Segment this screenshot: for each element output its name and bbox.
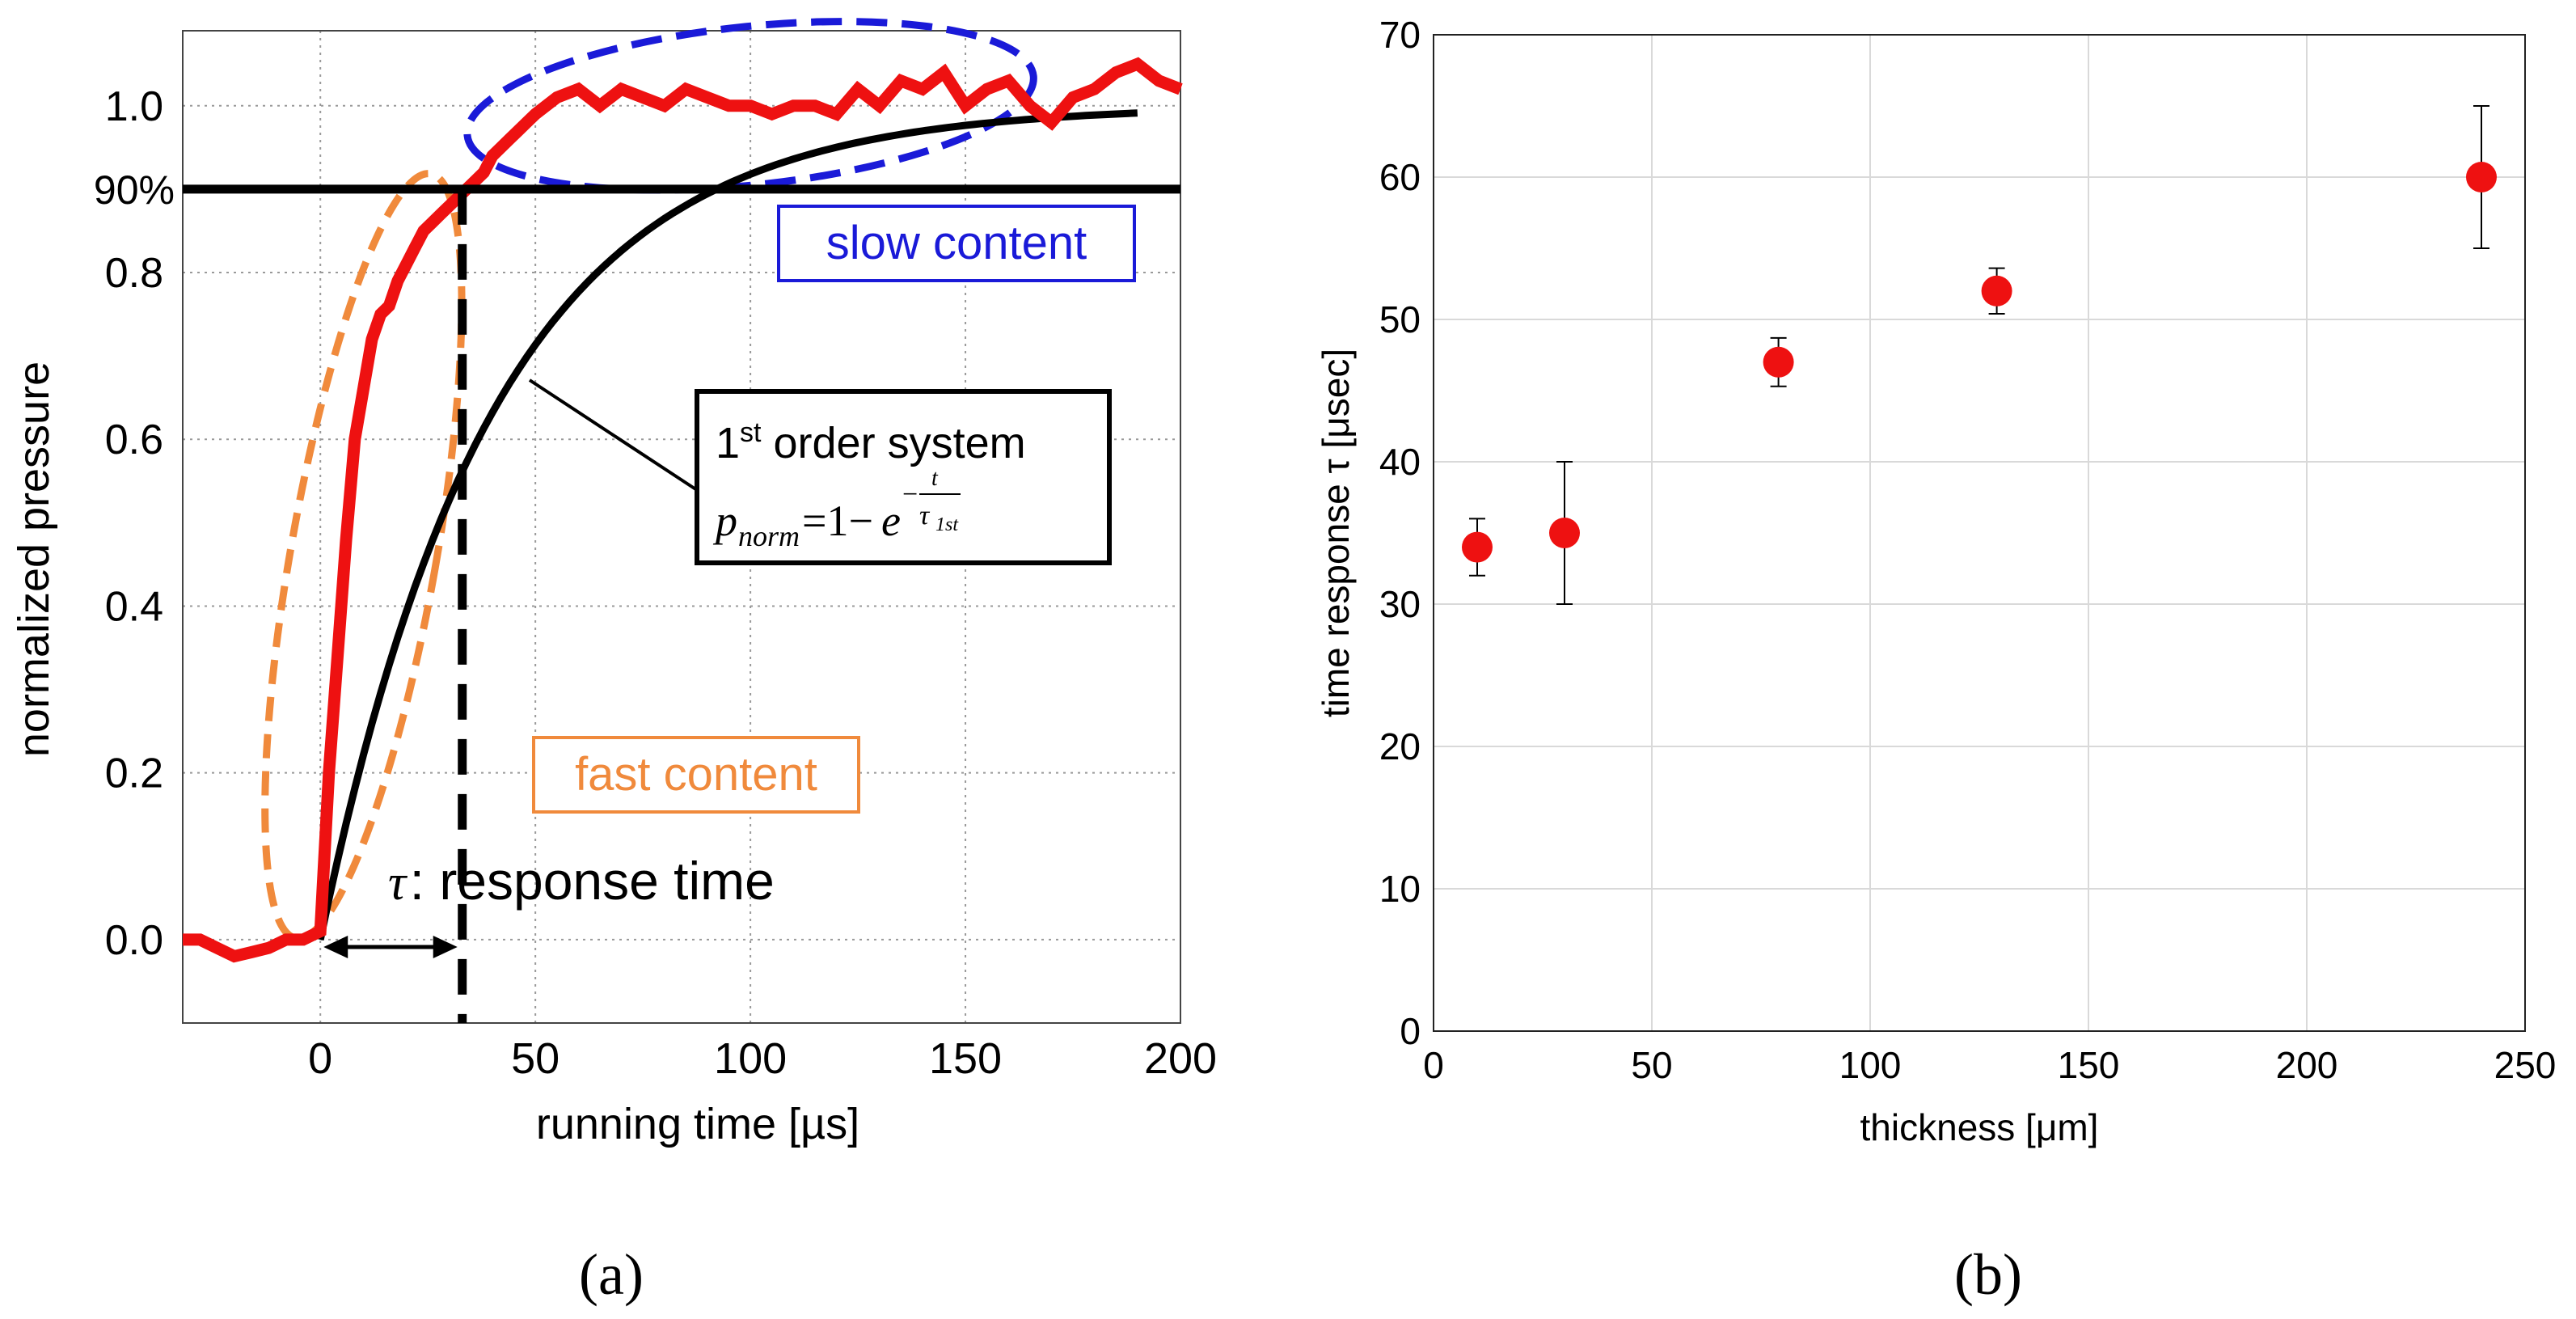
chart-b-y-tick-label: 40 xyxy=(1379,441,1421,483)
tau-symbol: τ xyxy=(388,856,408,911)
chart-a-y-axis-label: normalized pressure xyxy=(10,361,58,757)
chart-a: 0 50 100 150 200 0.0 0.2 0.4 0.6 0.8 1.0 running t… xyxy=(10,18,1217,1148)
chart-a-frame xyxy=(182,30,1181,1024)
chart-b-y-tick-label: 10 xyxy=(1379,868,1421,910)
chart-a-y-tick-label: 0.4 xyxy=(105,583,163,630)
chart-a-y-tick-label: 0.2 xyxy=(105,750,163,797)
chart-b-tick-labels: 0 50 100 150 200 250 0 10 20 30 40 50 60 70 xyxy=(1379,14,2557,1086)
response-time-label: τ : response time xyxy=(388,851,775,911)
data-point xyxy=(1549,518,1580,548)
model-title-number: 1 xyxy=(716,419,740,467)
eq-p: p xyxy=(712,497,737,545)
eq-numerator: t xyxy=(931,466,939,491)
chart-b-x-tick-label: 0 xyxy=(1423,1044,1444,1086)
slow-content-label: slow content xyxy=(826,217,1087,269)
eq-denominator-sub: 1st xyxy=(935,514,959,535)
chart-b-frame xyxy=(1433,34,2526,1032)
chart-b-y-tick-label: 0 xyxy=(1400,1010,1421,1052)
chart-b-x-axis-label: thickness [μm] xyxy=(1860,1106,2099,1148)
chart-a-x-tick-label: 50 xyxy=(511,1034,560,1083)
chart-b-y-axis-label: time response τ [μsec] xyxy=(1315,349,1357,717)
data-point xyxy=(2466,162,2497,192)
chart-a-x-tick-label: 200 xyxy=(1144,1034,1217,1083)
caption-a: (a) xyxy=(579,1242,644,1307)
chart-b-y-tick-label: 60 xyxy=(1379,156,1421,198)
chart-b-y-tick-label: 50 xyxy=(1379,298,1421,340)
model-title-rest: order system xyxy=(762,419,1026,467)
chart-b-y-tick-label: 70 xyxy=(1379,14,1421,56)
arrow-left-head xyxy=(323,936,348,959)
model-title: 1st order system xyxy=(716,417,1026,467)
model-annotation-box xyxy=(695,389,1112,565)
chart-a-x-tick-label: 100 xyxy=(714,1034,787,1083)
threshold-90-label: 90% xyxy=(94,167,175,213)
fast-content-box xyxy=(532,736,860,814)
chart-b-x-tick-label: 100 xyxy=(1839,1044,1902,1086)
chart-b: 0 50 100 150 200 250 0 10 20 30 40 50 60 70 thickness… xyxy=(1315,14,2556,1148)
chart-b-y-tick-label: 30 xyxy=(1379,583,1421,625)
data-point xyxy=(1462,531,1493,563)
chart-b-x-tick-label: 150 xyxy=(2058,1044,2120,1086)
chart-a-tick-labels: 0 50 100 150 200 0.0 0.2 0.4 0.6 0.8 1.0 xyxy=(105,83,1217,1083)
fast-content-ellipse xyxy=(261,170,466,943)
model-leader-line xyxy=(528,378,699,492)
chart-b-x-tick-label: 250 xyxy=(2494,1044,2557,1086)
chart-a-x-tick-label: 150 xyxy=(929,1034,1002,1083)
chart-b-y-tick-label: 20 xyxy=(1379,725,1421,767)
data-point xyxy=(1763,346,1794,378)
chart-a-x-axis-label: running time [µs] xyxy=(536,1100,859,1148)
chart-b-x-tick-label: 50 xyxy=(1631,1044,1672,1086)
chart-a-y-tick-label: 1.0 xyxy=(105,83,163,130)
arrow-right-head xyxy=(433,936,458,959)
slow-content-box xyxy=(777,205,1136,282)
model-title-sup: st xyxy=(740,417,762,448)
measured-pressure-curve xyxy=(183,57,1183,963)
eq-minus: − xyxy=(902,480,918,509)
eq-norm: norm xyxy=(738,520,800,552)
chart-a-y-tick-label: 0.0 xyxy=(105,917,163,964)
chart-a-y-tick-label: 0.6 xyxy=(105,416,163,463)
slow-content-ellipse xyxy=(463,18,1037,194)
eq-mid: =1− xyxy=(802,497,873,545)
chart-b-points xyxy=(1462,105,2497,605)
eq-e: e xyxy=(881,497,901,545)
response-time-text: : response time xyxy=(410,851,775,911)
caption-b: (b) xyxy=(1954,1242,2022,1307)
first-order-model-curve xyxy=(316,109,1138,941)
data-point xyxy=(1981,275,2012,306)
eq-denominator: τ xyxy=(919,501,931,531)
chart-a-x-tick-label: 0 xyxy=(308,1034,332,1083)
fast-content-label: fast content xyxy=(575,748,817,801)
chart-a-y-tick-label: 0.8 xyxy=(105,250,163,297)
model-equation: p norm =1− e − t τ 1st xyxy=(712,466,961,552)
chart-b-x-tick-label: 200 xyxy=(2276,1044,2338,1086)
